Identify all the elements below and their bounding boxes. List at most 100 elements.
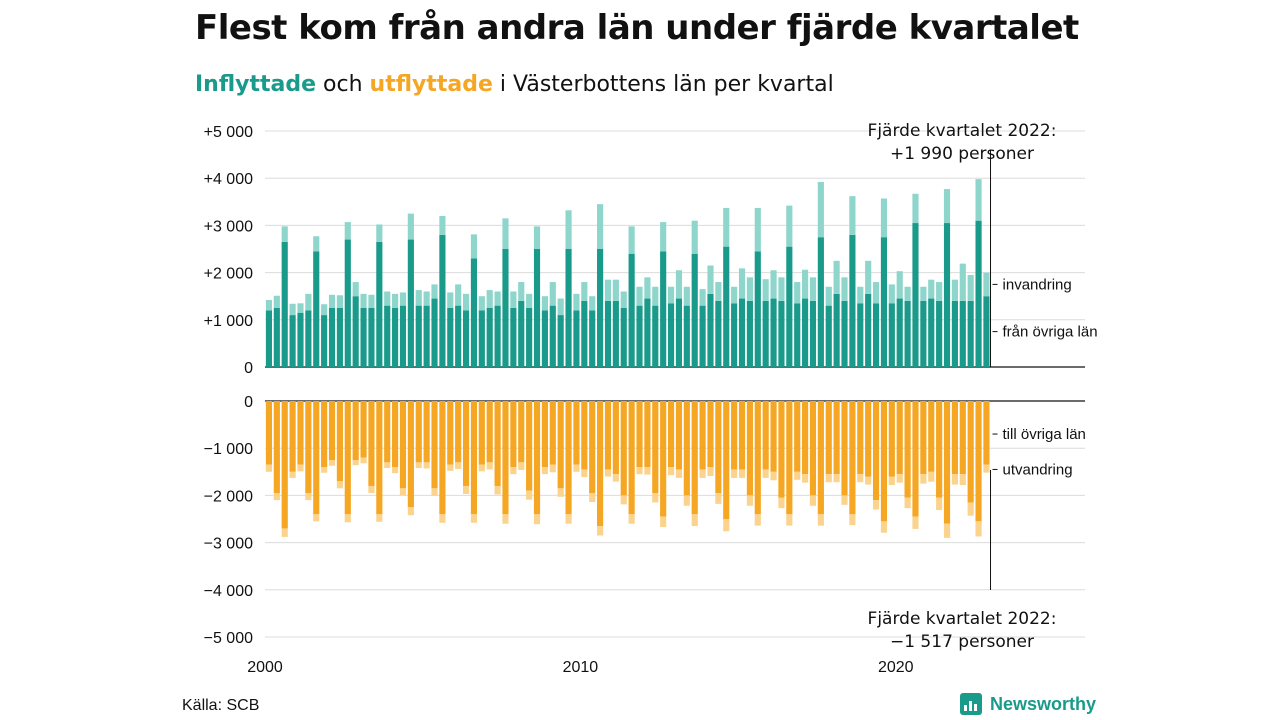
bar-fran-ovriga-lan (336, 308, 343, 367)
bar-utvandring (344, 514, 351, 523)
bar-till-ovriga-lan (423, 401, 430, 463)
subtitle-inflyttade: Inflyttade (195, 72, 317, 97)
bar-utvandring (667, 467, 675, 476)
bar-till-ovriga-lan (754, 401, 761, 515)
bar-utvandring (431, 488, 438, 496)
bar-till-ovriga-lan (376, 401, 383, 515)
bar-fran-ovriga-lan (431, 298, 438, 367)
bar-invandring (778, 277, 785, 301)
bar-utvandring (328, 460, 336, 466)
bar-invandring (415, 290, 422, 306)
top-ytick-label: +1 000 (204, 313, 253, 330)
bar-utvandring (762, 469, 769, 478)
bar-utvandring (581, 469, 588, 477)
source-note: Källa: SCB (182, 697, 260, 714)
bar-fran-ovriga-lan (589, 310, 596, 367)
bar-till-ovriga-lan (415, 401, 422, 463)
bar-utvandring (809, 495, 817, 506)
bar-fran-ovriga-lan (415, 305, 422, 367)
bar-invandring (533, 226, 541, 249)
bar-utvandring (943, 523, 951, 538)
xtick-label: 2000 (247, 659, 283, 676)
bar-invandring (802, 269, 809, 299)
bar-till-ovriga-lan (817, 401, 824, 515)
bar-utvandring (920, 474, 927, 484)
bar-utvandring (880, 521, 888, 533)
bar-fran-ovriga-lan (762, 300, 769, 367)
bar-invandring (447, 292, 454, 308)
bar-fran-ovriga-lan (541, 310, 548, 367)
bottom-ytick-label: −3 000 (204, 536, 253, 553)
bar-till-ovriga-lan (636, 401, 643, 468)
bar-till-ovriga-lan (896, 401, 903, 475)
bar-utvandring (888, 476, 895, 486)
bar-invandring (660, 222, 667, 252)
bar-utvandring (723, 519, 730, 532)
bar-utvandring (573, 464, 580, 472)
bar-fran-ovriga-lan (557, 315, 564, 367)
bar-utvandring (297, 464, 304, 472)
bar-fran-ovriga-lan (809, 300, 817, 367)
bar-till-ovriga-lan (738, 401, 746, 470)
bar-till-ovriga-lan (565, 401, 572, 515)
bar-till-ovriga-lan (384, 401, 391, 463)
bar-till-ovriga-lan (612, 401, 619, 475)
bar-till-ovriga-lan (328, 401, 336, 460)
bar-invandring (612, 279, 619, 301)
bar-utvandring (612, 474, 619, 482)
bottom-annotation-line2: −1 517 personer (890, 632, 1034, 652)
bar-invandring (683, 286, 690, 306)
bar-fran-ovriga-lan (376, 241, 383, 367)
bar-fran-ovriga-lan (817, 237, 824, 367)
bar-invandring (667, 286, 675, 304)
bar-till-ovriga-lan (699, 401, 706, 470)
bar-utvandring (825, 474, 832, 483)
top-annotation-line2: +1 990 personer (890, 144, 1034, 164)
bar-till-ovriga-lan (746, 401, 753, 496)
bar-invandring (399, 292, 407, 306)
bar-fran-ovriga-lan (833, 293, 840, 367)
bar-utvandring (439, 514, 446, 523)
bar-invandring (470, 234, 478, 259)
bar-invandring (265, 299, 273, 311)
bar-till-ovriga-lan (731, 401, 738, 470)
bar-invandring (723, 207, 730, 247)
xtick-label: 2010 (563, 659, 599, 676)
bar-invandring (857, 286, 864, 304)
bar-fran-ovriga-lan (368, 308, 375, 367)
bar-utvandring (376, 514, 383, 522)
bar-till-ovriga-lan (841, 401, 848, 496)
bar-invandring (746, 277, 753, 301)
bar-utvandring (833, 474, 840, 483)
bar-utvandring (281, 528, 288, 537)
bar-invandring (967, 274, 974, 301)
bar-fran-ovriga-lan (597, 249, 604, 367)
bar-utvandring (557, 488, 564, 497)
bar-utvandring (959, 474, 966, 486)
bar-fran-ovriga-lan (486, 308, 493, 367)
bar-fran-ovriga-lan (723, 246, 730, 367)
bar-fran-ovriga-lan (384, 305, 391, 367)
bar-utvandring (526, 490, 533, 500)
bar-utvandring (415, 462, 422, 469)
bar-utvandring (841, 495, 848, 505)
bar-fran-ovriga-lan (738, 298, 746, 367)
bar-fran-ovriga-lan (731, 303, 738, 367)
bar-fran-ovriga-lan (423, 305, 430, 367)
bar-fran-ovriga-lan (865, 293, 872, 367)
bar-utvandring (313, 514, 320, 522)
bar-till-ovriga-lan (865, 401, 872, 477)
bar-till-ovriga-lan (872, 401, 880, 501)
bottom-ytick-label: −4 000 (204, 583, 253, 600)
bar-invandring (439, 215, 446, 235)
bar-invandring (549, 282, 556, 306)
bar-invandring (888, 284, 895, 304)
bar-utvandring (912, 516, 919, 529)
bar-utvandring (683, 495, 690, 506)
bar-utvandring (455, 462, 462, 469)
bar-utvandring (715, 493, 722, 504)
bar-fran-ovriga-lan (273, 308, 280, 367)
bar-utvandring (660, 516, 667, 528)
bar-till-ovriga-lan (833, 401, 840, 475)
bar-fran-ovriga-lan (746, 300, 753, 367)
